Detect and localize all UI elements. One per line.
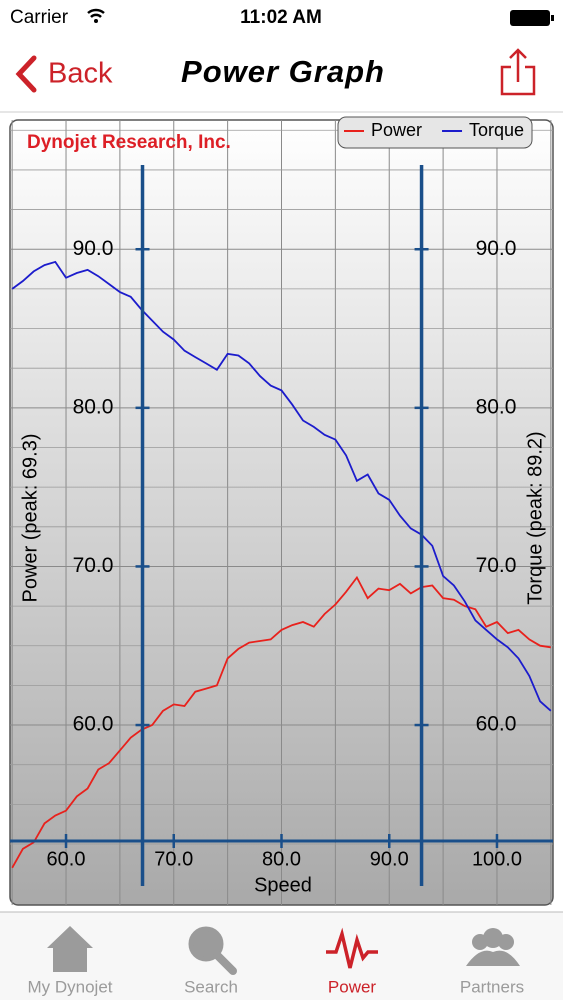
tabs: My Dynojet Search Power Partners xyxy=(27,926,524,996)
clock: 11:02 AM xyxy=(240,7,322,28)
legend-box xyxy=(337,116,533,149)
battery xyxy=(510,10,550,26)
y-tick-label: 90.0 xyxy=(73,237,114,260)
y-axis-label: Power (peak: 69.3) xyxy=(19,434,41,603)
search-icon xyxy=(188,926,237,975)
search-lens xyxy=(188,926,224,962)
nav-title: Power Graph xyxy=(181,54,385,89)
x-tick-label: 80.0 xyxy=(262,848,301,870)
back-label: Back xyxy=(48,58,113,90)
carrier: Carrier xyxy=(10,7,69,28)
y2-tick-label: 70.0 xyxy=(476,554,517,577)
partner-head xyxy=(483,928,503,948)
x-tick-label: 100.0 xyxy=(472,848,522,870)
partner-body xyxy=(466,950,520,966)
back-button[interactable]: Back xyxy=(15,55,113,93)
chart-subtitle: Dynojet Research, Inc. xyxy=(27,132,231,153)
partners-icon xyxy=(466,928,520,966)
wifi-dot xyxy=(94,19,98,23)
wifi-icon xyxy=(87,8,105,18)
x-tick-label: 60.0 xyxy=(47,848,86,870)
tab-label[interactable]: My Dynojet xyxy=(27,977,112,996)
series-line xyxy=(11,260,552,712)
x-tick-label: 90.0 xyxy=(370,848,409,870)
plot-area xyxy=(10,120,553,905)
share-button[interactable] xyxy=(500,48,536,96)
battery-tip xyxy=(551,15,554,21)
tab-label[interactable]: Search xyxy=(184,977,238,996)
series-line xyxy=(11,575,551,869)
share-box xyxy=(500,65,536,96)
legend-label: Torque xyxy=(469,120,524,140)
y2-tick-label: 80.0 xyxy=(476,395,517,418)
tab-bar xyxy=(0,912,563,1000)
legend: Power Torque xyxy=(337,116,533,149)
y2-axis-label: Torque (peak: 89.2) xyxy=(524,431,546,604)
tab-label[interactable]: Power xyxy=(328,977,377,996)
x-tick-label: 70.0 xyxy=(154,848,193,870)
y-tick-label: 80.0 xyxy=(73,395,114,418)
back-chevron xyxy=(15,55,37,93)
y2-tick-label: 90.0 xyxy=(476,237,517,260)
legend-label: Power xyxy=(371,120,422,140)
y-tick-label: 60.0 xyxy=(73,713,114,736)
share-arrow xyxy=(509,48,527,82)
tab-label[interactable]: Partners xyxy=(460,977,524,996)
search-handle xyxy=(213,951,237,975)
power-icon xyxy=(326,927,378,969)
y-tick-label: 70.0 xyxy=(73,554,114,577)
y2-tick-label: 60.0 xyxy=(476,713,517,736)
x-axis-label: Speed xyxy=(254,874,312,896)
home-icon xyxy=(47,926,93,972)
